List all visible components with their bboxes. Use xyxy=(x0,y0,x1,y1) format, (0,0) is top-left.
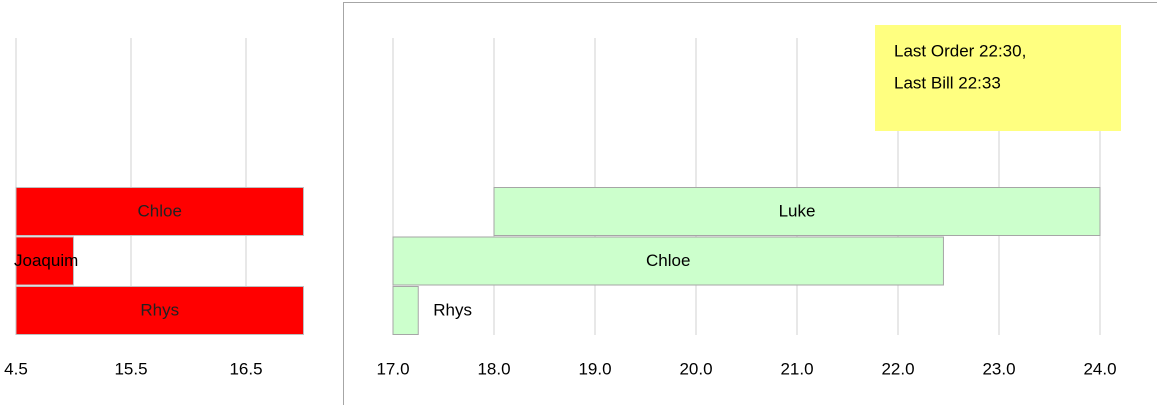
bar xyxy=(392,286,419,335)
annotation-box xyxy=(875,25,1121,131)
x-tick-label: 19.0 xyxy=(578,359,611,378)
bar xyxy=(15,286,304,335)
bar xyxy=(15,236,74,286)
x-tick-label: 15.5 xyxy=(114,359,147,378)
x-tick-label: 17.0 xyxy=(376,359,409,378)
x-tick-label: 18.0 xyxy=(477,359,510,378)
bar xyxy=(392,236,944,286)
bar xyxy=(493,187,1101,236)
x-tick-label: 23.0 xyxy=(982,359,1015,378)
bar-label: Joaquim xyxy=(14,251,78,270)
bar-label: Rhys xyxy=(433,301,472,320)
x-tick-label: 24.0 xyxy=(1083,359,1116,378)
annotation-text: Last Bill 22:33 xyxy=(894,73,1001,92)
bar-label: Chloe xyxy=(138,202,182,221)
x-tick-label: 21.0 xyxy=(780,359,813,378)
x-tick-label: 20.0 xyxy=(679,359,712,378)
bar-label: Luke xyxy=(779,202,816,221)
x-tick-label: 4.5 xyxy=(4,359,28,378)
bar-label: Rhys xyxy=(140,301,179,320)
bar-label: Chloe xyxy=(646,251,690,270)
x-tick-label: 16.5 xyxy=(229,359,262,378)
x-tick-label: 22.0 xyxy=(881,359,914,378)
bar xyxy=(15,187,304,236)
annotation-text: Last Order 22:30, xyxy=(894,41,1026,60)
